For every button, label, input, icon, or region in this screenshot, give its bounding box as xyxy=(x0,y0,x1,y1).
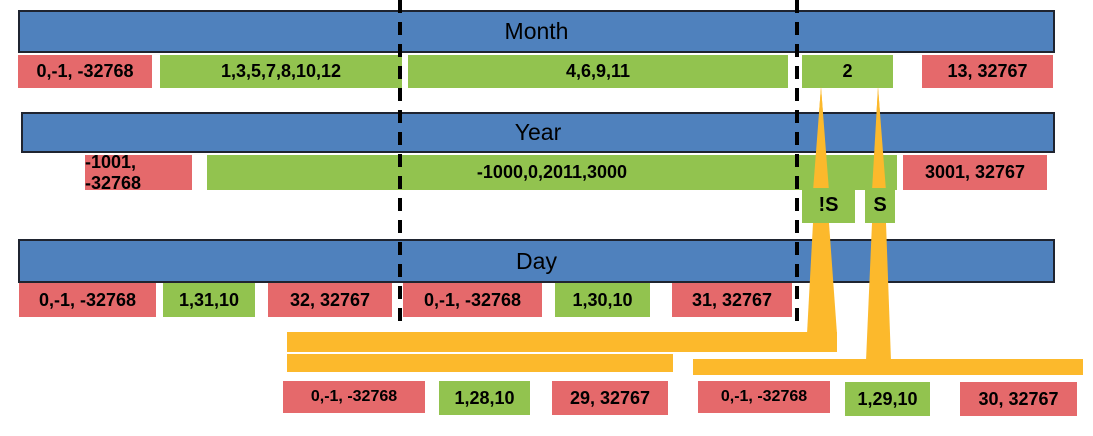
feb28-partition-invalid-high: 29, 32767 xyxy=(552,381,668,415)
month-partition-30day-months: 4,6,9,11 xyxy=(408,55,788,88)
day30-partition-invalid-low: 0,-1, -32768 xyxy=(403,283,542,317)
day-range-bar: Day xyxy=(18,239,1055,283)
month-range-bar: Month xyxy=(18,10,1055,53)
month-partition-invalid-high: 13, 32767 xyxy=(922,55,1053,88)
day30-partition-valid: 1,30,10 xyxy=(555,283,650,317)
day31-partition-invalid-high: 32, 32767 xyxy=(268,283,392,317)
month-partition-invalid-low: 0,-1, -32768 xyxy=(18,55,152,88)
feb29-partition-invalid-high: 30, 32767 xyxy=(960,382,1077,416)
month-bar-title: Month xyxy=(504,18,569,44)
leap-year-flag: S xyxy=(865,188,895,223)
year-partition-invalid-high: 3001, 32767 xyxy=(903,155,1047,190)
non-leap-year-flag: !S xyxy=(802,188,855,223)
day31-partition-valid: 1,31,10 xyxy=(163,283,255,317)
february-nonleap-connector-bar xyxy=(287,332,837,352)
month-partition-february: 2 xyxy=(802,55,893,88)
day30-partition-invalid-high: 31, 32767 xyxy=(672,283,792,317)
feb29-partition-valid: 1,29,10 xyxy=(845,382,930,416)
month-partition-31day-months: 1,3,5,7,8,10,12 xyxy=(160,55,402,88)
february-nonleap-range-bar xyxy=(287,354,673,372)
feb29-partition-invalid-low: 0,-1, -32768 xyxy=(698,381,830,413)
feb28-partition-valid: 1,28,10 xyxy=(439,381,530,415)
day-bar-title: Day xyxy=(516,247,557,274)
year-partition-valid: -1000,0,2011,3000 xyxy=(207,155,897,190)
day31-partition-invalid-low: 0,-1, -32768 xyxy=(19,283,156,317)
year-partition-invalid-low: -1001, -32768 xyxy=(85,152,192,193)
feb28-partition-invalid-low: 0,-1, -32768 xyxy=(283,381,425,413)
year-bar-title: Year xyxy=(514,119,562,145)
year-range-bar: Year xyxy=(21,112,1055,153)
february-leap-range-bar xyxy=(693,359,1083,375)
